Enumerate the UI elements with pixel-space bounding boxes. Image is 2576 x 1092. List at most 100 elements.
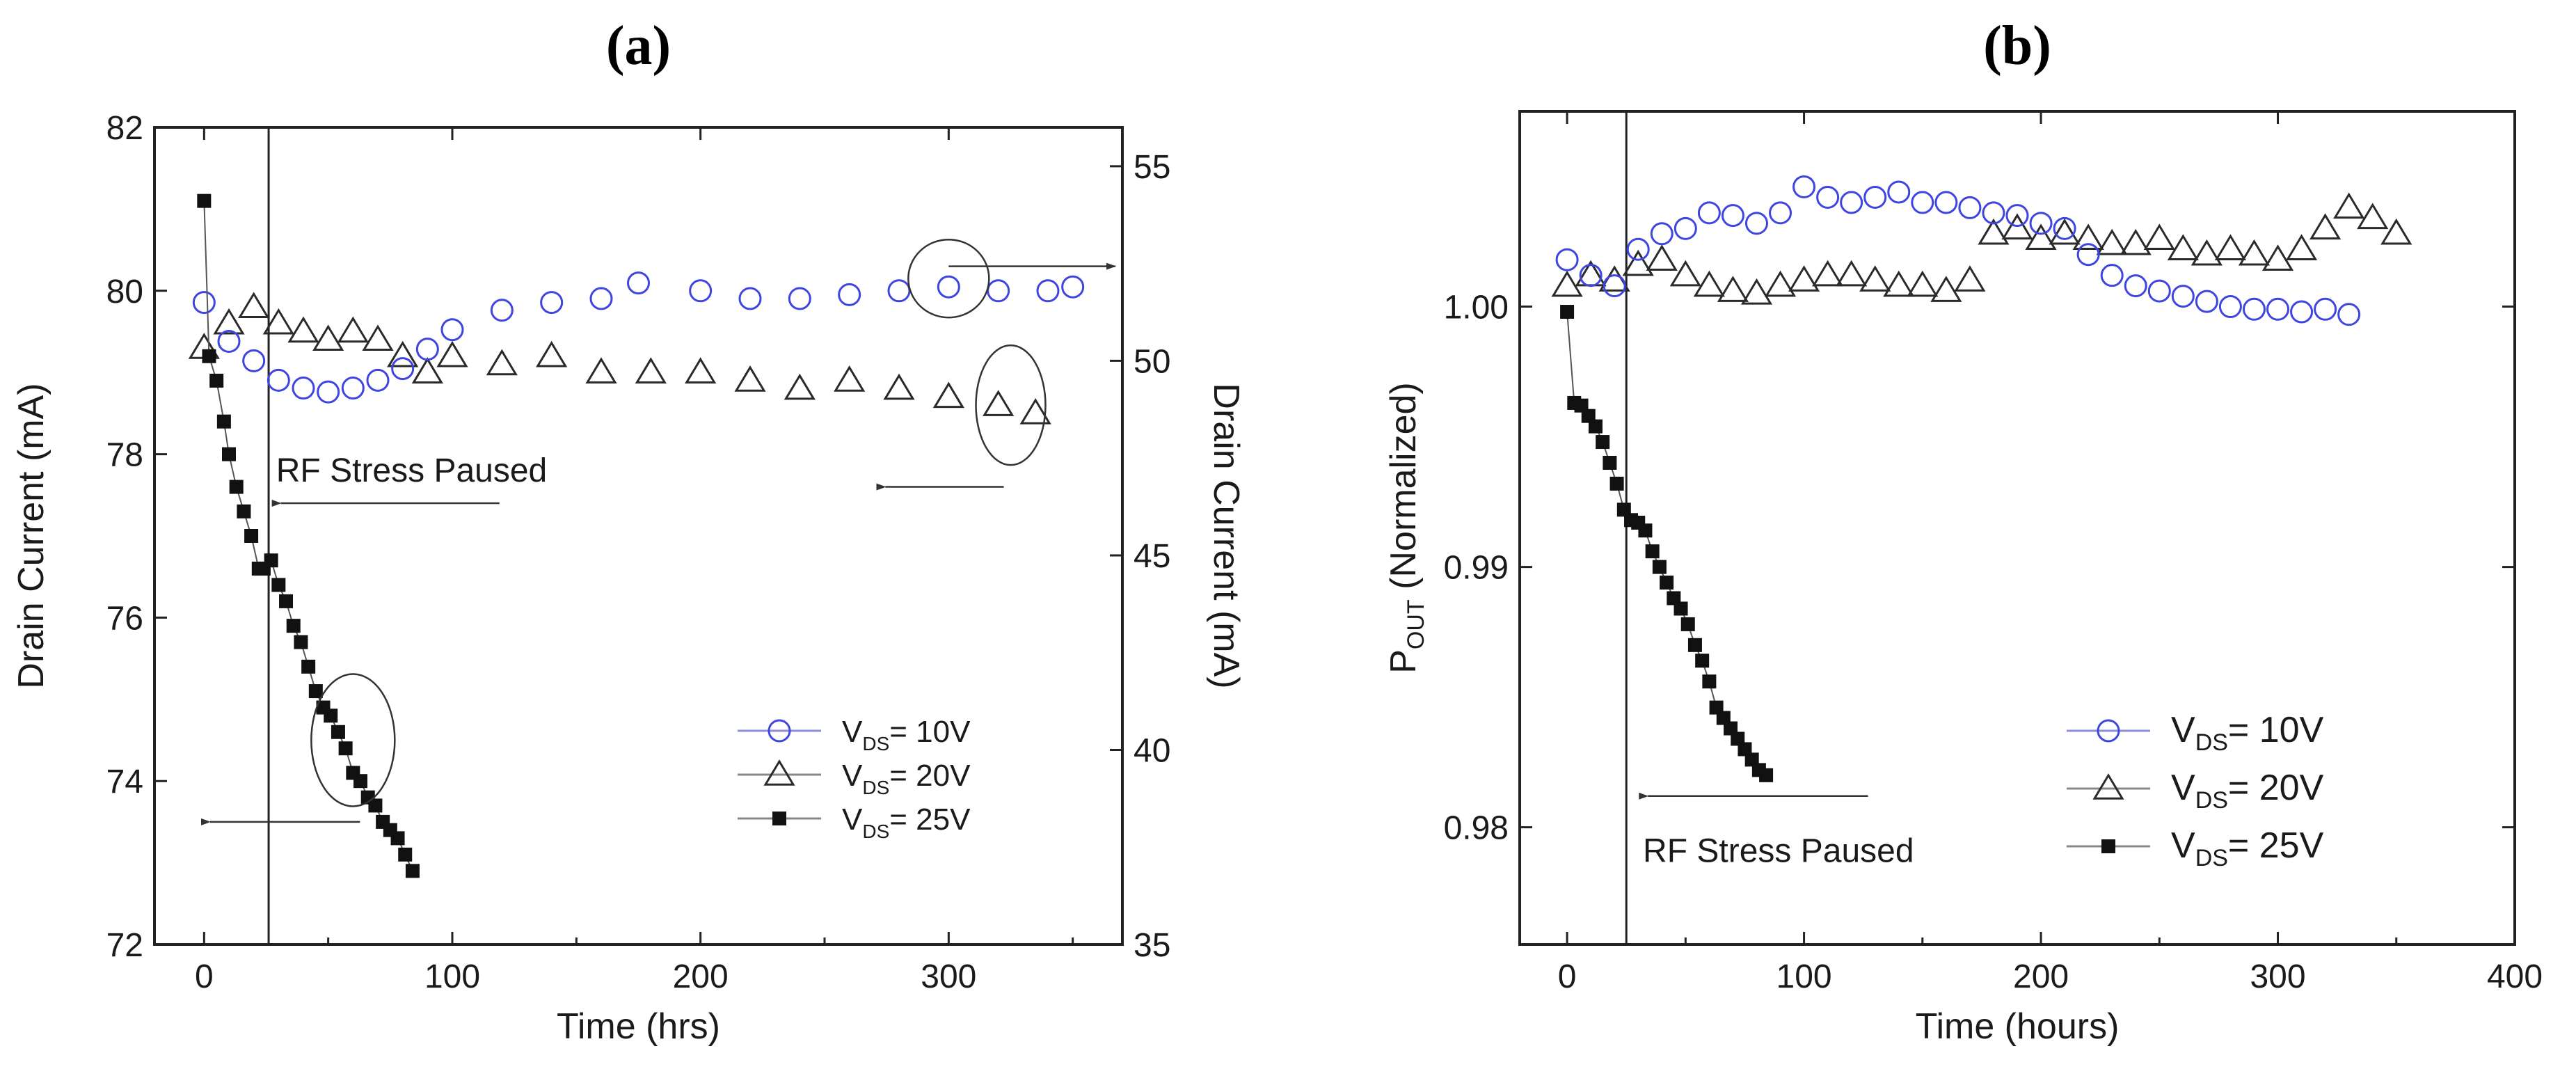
series-2-point — [264, 553, 278, 568]
series-0-point — [738, 287, 762, 310]
series-1-point — [1622, 249, 1654, 276]
series-2-point — [308, 684, 323, 699]
series-2-point — [398, 847, 413, 862]
series-0-point — [788, 287, 811, 310]
series-1-point — [2309, 213, 2342, 240]
series-1-point — [262, 308, 294, 335]
legend-label-v: V — [842, 802, 863, 837]
series-1-point — [2143, 223, 2175, 251]
series-1-point — [337, 316, 369, 343]
series-0-point — [415, 338, 439, 361]
series-1-point — [486, 349, 518, 376]
series-1-point — [932, 381, 964, 409]
series-2-point — [1560, 305, 1575, 319]
y-axis-label-main: Drain Current (mA) — [11, 383, 51, 688]
x-tick-label: 0 — [1558, 958, 1577, 995]
series-1-point — [2025, 223, 2057, 251]
annotation-text: RF Stress Paused — [276, 452, 547, 489]
x-axis-label: Time (hrs) — [557, 1006, 720, 1047]
series-1-point — [1954, 265, 1986, 292]
y-axis-label: POUT (Normalized) — [1383, 382, 1429, 674]
series-1-point — [1717, 276, 1749, 302]
series-2-point — [1596, 435, 1610, 450]
series-1-point — [983, 390, 1015, 416]
series-1 — [188, 292, 1051, 425]
series-1-point — [2333, 192, 2365, 219]
series-0-point — [2314, 297, 2337, 321]
series-1-point — [1883, 270, 1915, 297]
series-1-point — [1693, 270, 1725, 297]
series-0-point — [1721, 204, 1744, 228]
series-2-point — [216, 414, 231, 429]
series-2-point — [1673, 601, 1688, 616]
y-axis-label: Drain Current (mA) — [11, 383, 51, 688]
y2-axis-label: Drain Current (mA) — [1206, 383, 1246, 688]
series-1-point — [287, 316, 319, 343]
series-0-point — [1887, 180, 1911, 204]
legend-label-suffix: = 25V — [2228, 825, 2324, 866]
y2-tick-label: 50 — [1134, 343, 1170, 380]
series-1-point — [1907, 270, 1939, 297]
series-2-point — [244, 529, 259, 543]
legend-label-sub: DS — [862, 733, 889, 754]
legend-label-v: V — [2171, 768, 2195, 808]
series-0-point — [1650, 222, 1673, 246]
series-0-point — [1958, 196, 1982, 219]
series-2-point — [209, 373, 224, 388]
series-2-point — [229, 480, 244, 494]
y-tick-label: 1.00 — [1444, 290, 1509, 326]
series-1-point — [1669, 260, 1701, 287]
series-0-point — [2218, 295, 2242, 319]
series-0-point — [2195, 290, 2218, 313]
legend-marker — [772, 812, 786, 825]
series-0-point — [366, 368, 390, 392]
series-2-point — [222, 447, 236, 461]
series-2-point — [1638, 523, 1653, 538]
series-0-point — [1792, 175, 1816, 198]
series-0 — [192, 271, 1085, 404]
series-1 — [1551, 192, 2412, 305]
series-0-point — [2147, 279, 2171, 303]
series-2-point — [405, 864, 420, 878]
series-1-point — [834, 365, 866, 392]
series-0-point — [1863, 185, 1887, 209]
legend-marker — [2101, 839, 2115, 853]
y-tick-label: 78 — [106, 437, 143, 474]
series-1-point — [1019, 397, 1051, 425]
legend-label-suffix: = 25V — [889, 802, 971, 837]
series-0-point — [317, 380, 340, 404]
x-tick-label: 0 — [195, 958, 214, 995]
x-tick-label: 200 — [673, 958, 729, 995]
series-2-point — [1588, 419, 1603, 434]
series-1-point — [411, 357, 443, 383]
y-tick-label: 72 — [106, 927, 143, 964]
x-tick-label: 300 — [921, 958, 976, 995]
series-2-point — [202, 349, 216, 363]
series-0-point — [391, 357, 415, 381]
series-2-point — [1652, 560, 1667, 574]
y2-tick-label: 55 — [1134, 149, 1170, 186]
legend-label-v: V — [2171, 710, 2195, 750]
series-0-point — [1603, 274, 1626, 298]
y2-tick-label: 35 — [1134, 927, 1170, 964]
legend-entry-0: VDS= 10V — [738, 715, 971, 754]
series-2-point — [390, 831, 405, 846]
series-1-point — [2357, 203, 2389, 230]
series-0-point — [689, 279, 713, 303]
series-1-point — [2072, 223, 2104, 251]
series-2-line — [203, 200, 413, 871]
axis-indicator-ellipse — [907, 238, 990, 319]
series-0-point — [1840, 191, 1863, 214]
legend-label-sub: DS — [2195, 729, 2228, 756]
series-0 — [1555, 175, 2361, 326]
series-2-point — [1609, 476, 1624, 491]
panel-a: (a) 0 100 200 300 72 74 76 78 80 82 35 40 45 50 55 Time … — [11, 15, 1246, 1047]
series-2-point — [1660, 576, 1674, 590]
series-1-point — [1646, 244, 1678, 271]
series-1-point — [2191, 239, 2223, 266]
legend-entry-0: VDS= 10V — [2067, 710, 2324, 756]
series-2-point — [1603, 455, 1617, 470]
plot-frame — [153, 126, 1124, 946]
series-0-point — [1982, 201, 2005, 225]
